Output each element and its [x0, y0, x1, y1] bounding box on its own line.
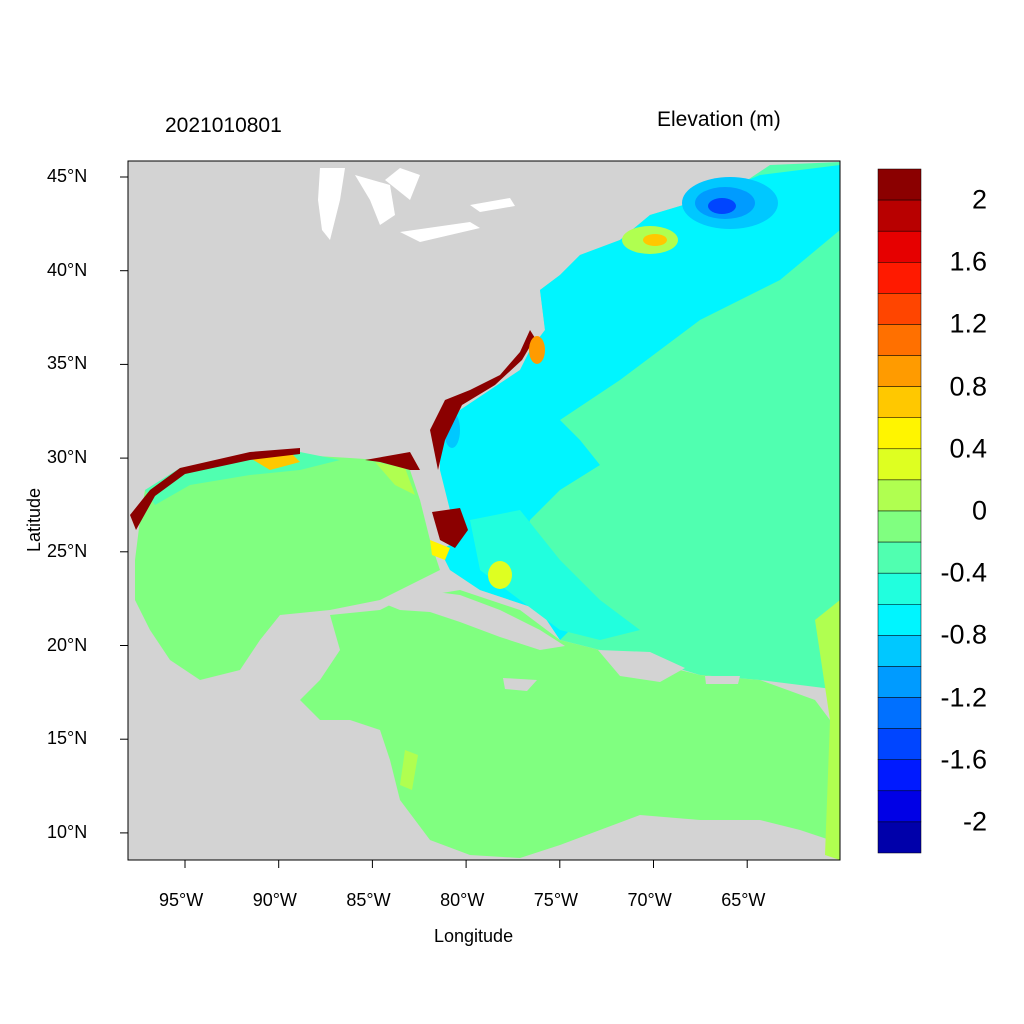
colorbar-label: 0.8	[949, 371, 987, 402]
colorbar-bin	[877, 759, 922, 792]
y-tick-label: 40°N	[47, 259, 88, 280]
colorbar-bin	[877, 572, 922, 605]
west-florida-shelf	[375, 462, 415, 495]
colorbar-bin	[877, 479, 922, 512]
northern-gulf-shelf	[145, 452, 340, 505]
colorbar-bin	[877, 448, 922, 481]
date-label: 2021010801	[165, 114, 282, 137]
plot-frame	[127, 160, 841, 861]
colorbar-label: 2	[971, 184, 987, 215]
colorbar-bin	[877, 635, 922, 667]
colorbar-label: 0.4	[949, 433, 987, 464]
lesser-antilles-high	[815, 600, 840, 860]
x-tick-label: 65°W	[721, 890, 766, 910]
cuba	[380, 590, 565, 650]
x-axis-label: Longitude	[434, 926, 514, 946]
colorbar-bin	[877, 790, 922, 823]
colorbar-bin	[877, 417, 922, 450]
nicaragua-shelf-high	[400, 750, 418, 790]
x-tick-label: 90°W	[252, 890, 297, 910]
colorbar-bin	[877, 541, 922, 574]
x-tick-label: 85°W	[346, 890, 391, 910]
colorbar-bin	[877, 293, 922, 325]
y-tick-label: 20°N	[47, 634, 88, 655]
gulf-of-mexico	[135, 455, 440, 680]
colorbar-bin	[877, 510, 922, 543]
colorbar-label: -1.6	[940, 744, 987, 775]
cape-cod-high-2	[643, 234, 667, 246]
y-tick-label: 25°N	[47, 540, 88, 561]
y-tick-label: 10°N	[47, 821, 88, 842]
y-tick-label: 45°N	[47, 166, 88, 186]
jamaica	[503, 678, 537, 691]
colorbar-bin	[877, 230, 922, 263]
y-tick-label: 35°N	[47, 353, 88, 374]
colorbar-label: -0.4	[940, 557, 987, 588]
gulf-of-maine-low-3	[708, 198, 736, 214]
x-tick-label: 95°W	[159, 890, 204, 910]
florida-bay-high	[430, 540, 450, 560]
y-axis-label: Latitude	[24, 487, 44, 552]
bahamas-region	[470, 510, 640, 640]
colorbar-bin	[877, 604, 922, 636]
colorbar-bin	[877, 168, 922, 201]
x-tick-label: 80°W	[440, 890, 485, 910]
great-lakes	[318, 168, 515, 242]
colorbar-bin	[877, 324, 922, 356]
colorbar-bin	[877, 262, 922, 294]
colorbar-bin	[877, 728, 922, 760]
hispaniola	[598, 650, 685, 682]
bahamas-bank-high	[488, 561, 512, 589]
colorbar-label: -2	[962, 806, 987, 837]
colorbar-label: -1.2	[940, 682, 987, 713]
pamlico-high	[529, 336, 545, 364]
south-florida-high	[432, 508, 468, 548]
colorbar-bin	[877, 386, 922, 418]
caribbean-sea	[300, 590, 830, 858]
x-tick-label: 75°W	[533, 890, 579, 910]
map-plot-area	[127, 160, 841, 861]
colorbar-bin	[877, 697, 922, 729]
axis-ticks	[120, 176, 748, 868]
colorbar-label: 1.6	[949, 246, 987, 277]
y-tick-label: 30°N	[47, 447, 88, 468]
y-tick-label: 15°N	[47, 728, 88, 749]
variable-label: Elevation (m)	[657, 108, 781, 131]
colorbar-label: 0	[971, 495, 987, 526]
atlantic-shelf-low	[440, 165, 840, 640]
puerto-rico	[705, 676, 740, 684]
colorbar-bin	[877, 821, 922, 854]
coastal-high-water-band	[130, 330, 535, 530]
colorbar	[877, 168, 922, 854]
colorbar-label: 1.2	[949, 308, 987, 339]
colorbar-label: -0.8	[940, 619, 987, 650]
x-tick-label: 70°W	[627, 890, 672, 910]
colorbar-bin	[877, 355, 922, 387]
colorbar-bin	[877, 666, 922, 698]
colorbar-bin	[877, 199, 922, 232]
